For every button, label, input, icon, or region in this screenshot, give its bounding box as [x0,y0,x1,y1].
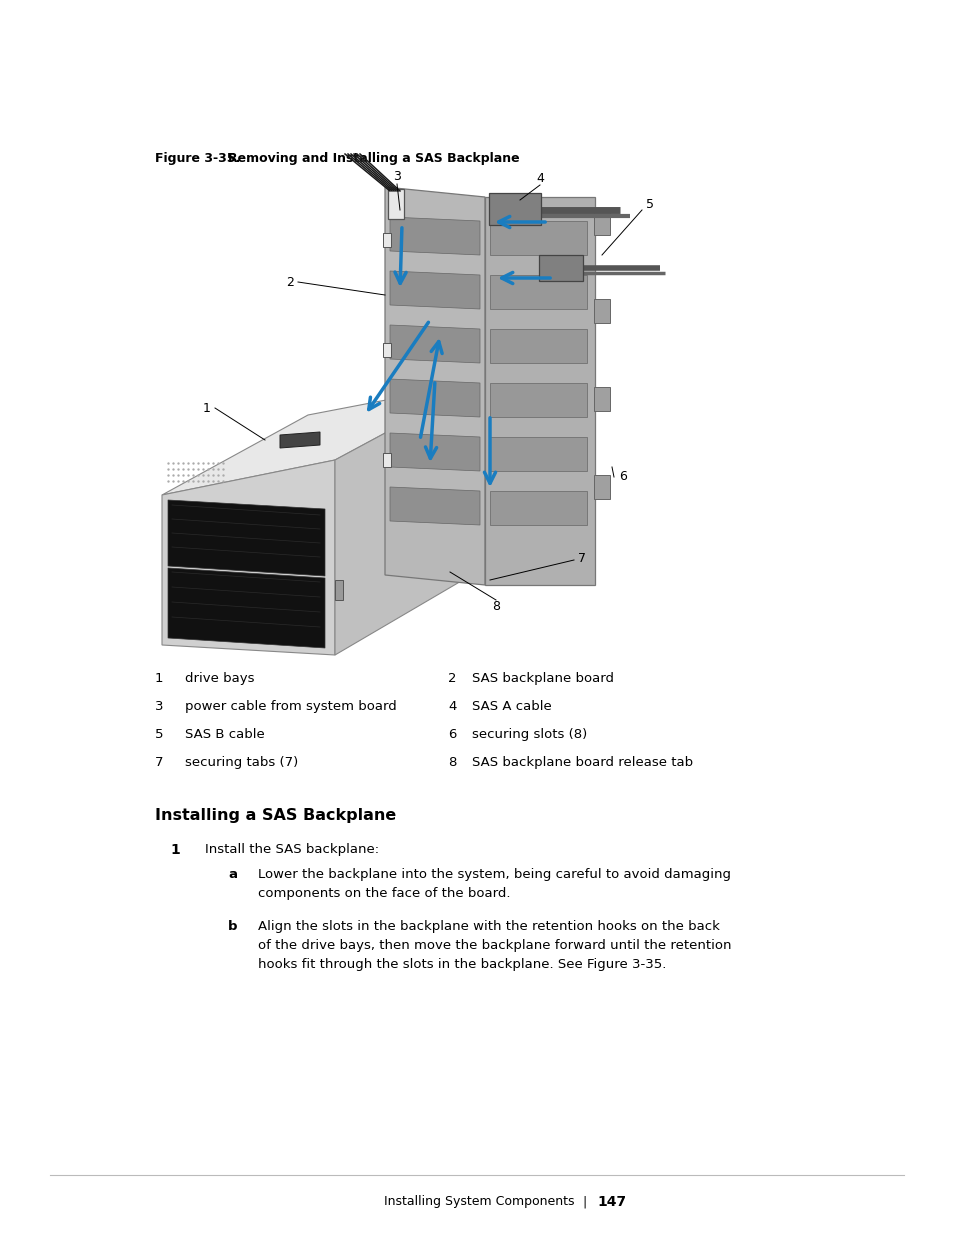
FancyBboxPatch shape [594,299,609,324]
Polygon shape [490,275,586,309]
Text: drive bays: drive bays [185,672,254,685]
Text: Removing and Installing a SAS Backplane: Removing and Installing a SAS Backplane [228,152,519,165]
Polygon shape [390,325,479,363]
Polygon shape [390,217,479,254]
Text: Lower the backplane into the system, being careful to avoid damaging: Lower the backplane into the system, bei… [257,868,730,881]
Text: 1: 1 [154,672,163,685]
FancyBboxPatch shape [382,453,391,467]
Text: SAS A cable: SAS A cable [472,700,551,713]
Text: 5: 5 [154,727,163,741]
Text: SAS B cable: SAS B cable [185,727,265,741]
Text: 3: 3 [154,700,163,713]
Text: 2: 2 [448,672,456,685]
Polygon shape [490,492,586,525]
Text: 1: 1 [170,844,179,857]
Text: 5: 5 [645,199,654,211]
FancyBboxPatch shape [382,343,391,357]
Text: hooks fit through the slots in the backplane. See Figure 3-35.: hooks fit through the slots in the backp… [257,958,666,971]
Polygon shape [335,382,479,655]
Text: Installing a SAS Backplane: Installing a SAS Backplane [154,808,395,823]
Polygon shape [385,186,484,585]
Text: 3: 3 [393,170,400,184]
Text: 4: 4 [536,172,543,184]
Text: 6: 6 [448,727,456,741]
FancyBboxPatch shape [538,254,582,282]
Text: securing slots (8): securing slots (8) [472,727,587,741]
Polygon shape [490,221,586,254]
Text: 8: 8 [448,756,456,769]
Polygon shape [490,383,586,417]
Text: 147: 147 [597,1195,625,1209]
Text: 7: 7 [154,756,163,769]
Text: Figure 3-35.: Figure 3-35. [154,152,240,165]
Polygon shape [490,329,586,363]
Polygon shape [280,432,319,448]
Polygon shape [162,382,479,495]
FancyBboxPatch shape [594,211,609,235]
Text: |: | [582,1195,586,1208]
Polygon shape [390,270,479,309]
FancyBboxPatch shape [489,193,540,225]
Text: Installing System Components: Installing System Components [384,1195,575,1208]
Polygon shape [390,487,479,525]
Text: 7: 7 [578,552,585,564]
Text: Align the slots in the backplane with the retention hooks on the back: Align the slots in the backplane with th… [257,920,720,932]
Polygon shape [168,500,325,576]
Polygon shape [390,379,479,417]
Polygon shape [490,437,586,471]
Text: of the drive bays, then move the backplane forward until the retention: of the drive bays, then move the backpla… [257,939,731,952]
Text: SAS backplane board: SAS backplane board [472,672,614,685]
Polygon shape [168,568,325,648]
Polygon shape [390,433,479,471]
Text: 6: 6 [618,471,626,483]
Text: a: a [228,868,236,881]
FancyBboxPatch shape [335,580,343,600]
Text: 2: 2 [286,275,294,289]
FancyBboxPatch shape [382,233,391,247]
Text: 1: 1 [203,401,211,415]
Text: Install the SAS backplane:: Install the SAS backplane: [205,844,378,856]
Text: 4: 4 [448,700,456,713]
FancyBboxPatch shape [388,189,403,219]
Text: securing tabs (7): securing tabs (7) [185,756,298,769]
Text: SAS backplane board release tab: SAS backplane board release tab [472,756,693,769]
FancyBboxPatch shape [594,475,609,499]
Text: b: b [228,920,237,932]
Polygon shape [162,459,335,655]
Polygon shape [484,198,595,585]
Text: 8: 8 [492,600,499,614]
Text: components on the face of the board.: components on the face of the board. [257,887,510,900]
Text: power cable from system board: power cable from system board [185,700,396,713]
FancyBboxPatch shape [594,387,609,411]
